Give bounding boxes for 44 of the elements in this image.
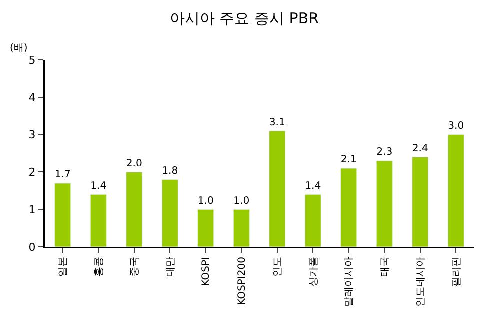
y-tick-label: 1	[28, 203, 36, 216]
data-label: 1.0	[234, 196, 250, 207]
data-label: 1.7	[54, 170, 71, 181]
data-label: 1.4	[305, 180, 322, 192]
y-tick-label: 5	[28, 54, 36, 67]
bar	[304, 194, 322, 247]
data-label: 1.8	[162, 166, 178, 177]
x-tick-label: 필리핀	[451, 257, 462, 287]
bar	[269, 130, 286, 247]
bar	[412, 156, 429, 247]
bar	[448, 134, 464, 247]
bar	[126, 172, 143, 247]
bar	[54, 183, 72, 247]
x-tick-label: 대만	[165, 257, 176, 277]
y-tick-label: 3	[28, 128, 36, 142]
x-tick-label: KOSPI200	[236, 257, 248, 306]
x-tick-label: KOSPI	[201, 257, 212, 286]
y-tick-label: 0	[28, 240, 36, 254]
data-label: 2.0	[126, 158, 142, 170]
bar	[90, 194, 107, 247]
y-tick-label: 2	[28, 166, 36, 180]
bar	[376, 160, 393, 247]
x-tick-label: 인도네시아	[416, 257, 427, 307]
data-label: 1.4	[90, 180, 107, 192]
data-label: 2.4	[412, 143, 428, 154]
data-label: 3.1	[269, 117, 286, 128]
y-tick-label: 4	[28, 91, 36, 104]
y-axis-title: (배)	[10, 43, 28, 54]
chart-title: 아시아 주요 증시 PBR	[170, 10, 320, 28]
x-tick-label: 홍콩	[94, 257, 105, 277]
x-tick-label: 일본	[58, 257, 70, 277]
data-label: 2.1	[340, 154, 357, 166]
bar	[340, 168, 358, 247]
data-label: 3.0	[448, 121, 464, 132]
bar	[162, 179, 178, 247]
data-label: 2.3	[376, 147, 393, 158]
x-tick-label: 인도	[272, 257, 284, 277]
x-tick-label: 태국	[380, 257, 391, 277]
x-tick-label: 말레이시아	[344, 257, 356, 307]
bar	[198, 209, 214, 247]
x-tick-label: 중국	[130, 257, 141, 277]
x-tick-label: 싱가폴	[308, 257, 320, 287]
data-label: 1.0	[198, 196, 214, 207]
bar	[233, 209, 250, 247]
